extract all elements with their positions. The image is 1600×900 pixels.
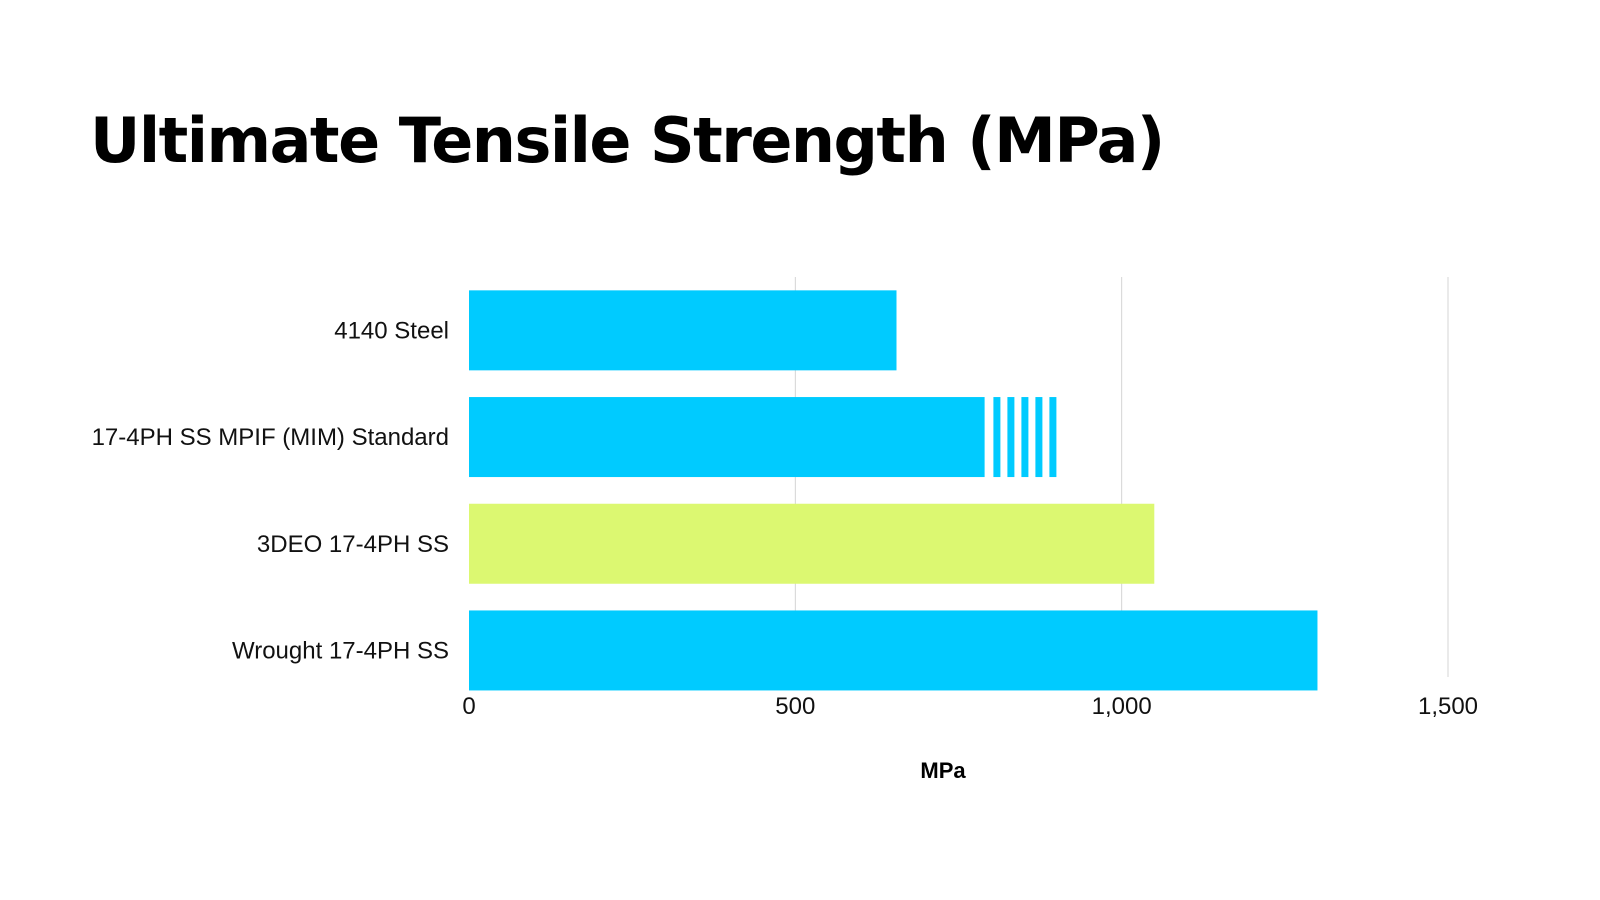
x-tick-label: 0 bbox=[462, 693, 475, 720]
category-label: 3DEO 17-4PH SS bbox=[257, 531, 449, 558]
bar bbox=[469, 290, 897, 371]
bars bbox=[469, 290, 1318, 691]
x-tick-label: 500 bbox=[775, 693, 815, 720]
category-label: Wrought 17-4PH SS bbox=[232, 637, 449, 664]
x-axis-title: MPa bbox=[920, 758, 966, 783]
bar-range-stripe bbox=[1007, 397, 1015, 478]
bar-range-stripe bbox=[1021, 397, 1029, 478]
chart-title: Ultimate Tensile Strength (MPa) bbox=[90, 104, 1165, 177]
x-tick-label: 1,000 bbox=[1092, 693, 1152, 720]
category-labels: 4140 Steel 17-4PH SS MPIF (MIM) Standard 3… bbox=[92, 317, 449, 664]
bar-range-stripe bbox=[1049, 397, 1057, 478]
bar-range-stripe bbox=[1035, 397, 1043, 478]
category-label: 4140 Steel bbox=[334, 317, 449, 344]
category-label: 17-4PH SS MPIF (MIM) Standard bbox=[92, 424, 449, 451]
bar-range-stripe bbox=[993, 397, 1001, 478]
bar bbox=[469, 610, 1318, 691]
x-tick-label: 1,500 bbox=[1418, 693, 1478, 720]
bar bbox=[469, 503, 1155, 584]
bar bbox=[469, 397, 985, 478]
x-tick-labels: 0 500 1,000 1,500 bbox=[462, 693, 1478, 720]
